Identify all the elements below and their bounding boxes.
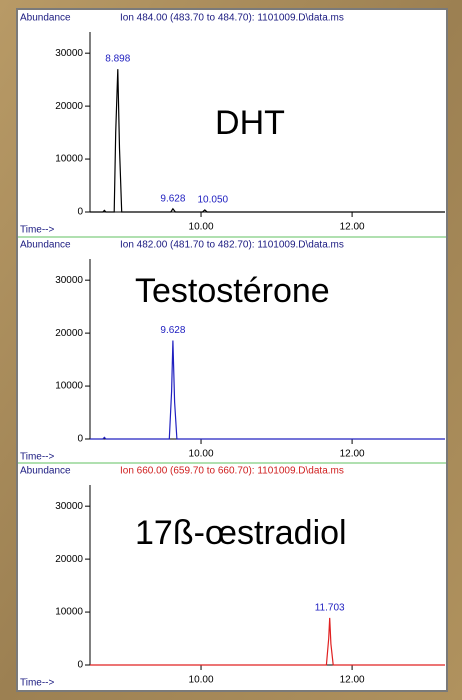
- peak-label: 9.628: [160, 193, 185, 204]
- x-tick-label: 10.00: [189, 222, 214, 233]
- y-tick-label: 10000: [55, 381, 83, 392]
- compound-label: DHT: [215, 104, 285, 142]
- y-tick-label: 10000: [55, 154, 83, 165]
- x-axis-label: Time-->: [20, 678, 55, 689]
- y-tick-label: 10000: [55, 607, 83, 618]
- y-tick-label: 30000: [55, 275, 83, 286]
- y-tick-label: 20000: [55, 554, 83, 565]
- x-tick-label: 12.00: [340, 449, 365, 460]
- y-tick-label: 20000: [55, 101, 83, 112]
- x-axis-label: Time-->: [20, 225, 55, 236]
- x-tick-label: 10.00: [189, 675, 214, 686]
- y-tick-label: 30000: [55, 501, 83, 512]
- x-tick-label: 12.00: [340, 675, 365, 686]
- compound-label: Testostérone: [135, 272, 330, 310]
- panel-title: Ion 484.00 (483.70 to 484.70): 1101009.D…: [120, 13, 344, 24]
- y-tick-label: 0: [77, 207, 83, 218]
- x-tick-label: 10.00: [189, 449, 214, 460]
- y-tick-label: 20000: [55, 328, 83, 339]
- x-tick-label: 12.00: [340, 222, 365, 233]
- peak-label: 11.703: [315, 603, 345, 614]
- x-axis-label: Time-->: [20, 452, 55, 463]
- chromatogram-line: [90, 340, 445, 440]
- peak-label: 10.050: [198, 195, 229, 206]
- panel-title: Ion 482.00 (481.70 to 482.70): 1101009.D…: [120, 240, 344, 251]
- compound-label: 17ß-œstradiol: [135, 514, 347, 552]
- y-axis-label: Abundance: [20, 13, 71, 24]
- panel-title: Ion 660.00 (659.70 to 660.70): 1101009.D…: [120, 466, 344, 477]
- y-axis-label: Abundance: [20, 240, 71, 251]
- y-tick-label: 0: [77, 660, 83, 671]
- y-tick-label: 0: [77, 434, 83, 445]
- peak-label: 8.898: [105, 54, 130, 65]
- y-axis-label: Abundance: [20, 466, 71, 477]
- chromatogram-line: [90, 617, 445, 666]
- y-tick-label: 30000: [55, 48, 83, 59]
- chromatogram-line: [90, 69, 445, 213]
- plot-window: [18, 10, 446, 690]
- peak-label: 9.628: [160, 325, 185, 336]
